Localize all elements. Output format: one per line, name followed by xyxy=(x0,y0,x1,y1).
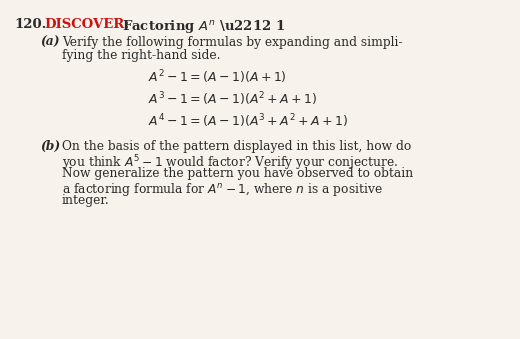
Text: Now generalize the pattern you have observed to obtain: Now generalize the pattern you have obse… xyxy=(62,167,413,180)
Text: 120.: 120. xyxy=(14,18,46,31)
Text: fying the right-hand side.: fying the right-hand side. xyxy=(62,49,220,62)
Text: Factoring $\mathit{A}^{n}$ \u2212 1: Factoring $\mathit{A}^{n}$ \u2212 1 xyxy=(122,18,285,35)
Text: (b): (b) xyxy=(40,140,60,153)
Text: $A^3 - 1 = (A - 1)(A^2 + A + 1)$: $A^3 - 1 = (A - 1)(A^2 + A + 1)$ xyxy=(148,90,317,107)
Text: DISCOVER:: DISCOVER: xyxy=(44,18,129,31)
Text: On the basis of the pattern displayed in this list, how do: On the basis of the pattern displayed in… xyxy=(62,140,411,153)
Text: $A^4 - 1 = (A - 1)(A^3 + A^2 + A + 1)$: $A^4 - 1 = (A - 1)(A^3 + A^2 + A + 1)$ xyxy=(148,112,348,129)
Text: Verify the following formulas by expanding and simpli-: Verify the following formulas by expandi… xyxy=(62,36,402,49)
Text: a factoring formula for $A^n - 1$, where $n$ is a positive: a factoring formula for $A^n - 1$, where… xyxy=(62,180,383,198)
Text: integer.: integer. xyxy=(62,194,110,207)
Text: $A^2 - 1 = (A - 1)(A + 1)$: $A^2 - 1 = (A - 1)(A + 1)$ xyxy=(148,68,287,86)
Text: (a): (a) xyxy=(40,36,59,49)
Text: you think $A^5 - 1$ would factor? Verify your conjecture.: you think $A^5 - 1$ would factor? Verify… xyxy=(62,154,398,173)
